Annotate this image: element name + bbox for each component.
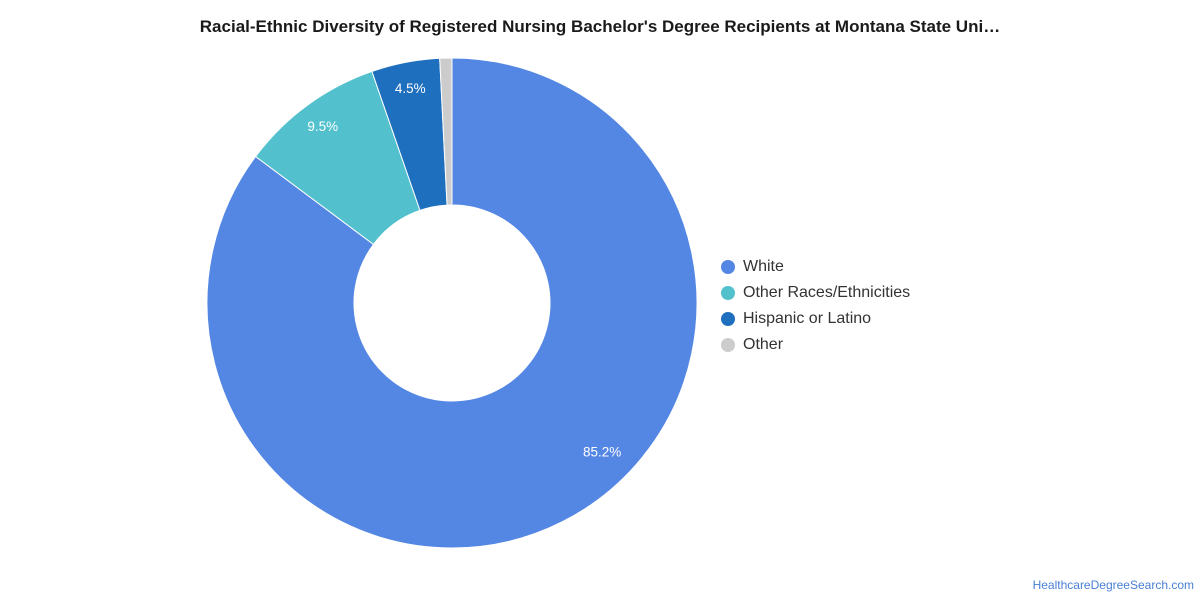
legend-swatch-white: [721, 260, 735, 274]
legend-swatch-hispanic: [721, 312, 735, 326]
legend-label-white: White: [743, 258, 784, 275]
legend-swatch-other-races: [721, 286, 735, 300]
legend-label-hispanic: Hispanic or Latino: [743, 310, 872, 327]
legend-label-other-races: Other Races/Ethnicities: [743, 284, 911, 301]
source-credit[interactable]: HealthcareDegreeSearch.com: [1032, 578, 1194, 592]
legend-item-white[interactable]: White: [721, 254, 910, 280]
legend-swatch-other: [721, 338, 735, 352]
legend-item-other[interactable]: Other: [721, 332, 910, 358]
legend-item-hispanic[interactable]: Hispanic or Latino: [721, 306, 910, 332]
legend-label-other: Other: [743, 336, 784, 353]
slice-other[interactable]: [439, 57, 453, 206]
slice-label-other-races: 9.5%: [307, 119, 338, 134]
slice-label-white: 85.2%: [583, 444, 621, 459]
slice-label-hispanic: 4.5%: [395, 81, 426, 96]
legend: White Other Races/Ethnicities Hispanic o…: [721, 254, 910, 358]
slice-white[interactable]: [206, 57, 698, 549]
legend-item-other-races[interactable]: Other Races/Ethnicities: [721, 280, 910, 306]
chart-title: Racial-Ethnic Diversity of Registered Nu…: [199, 17, 1001, 36]
